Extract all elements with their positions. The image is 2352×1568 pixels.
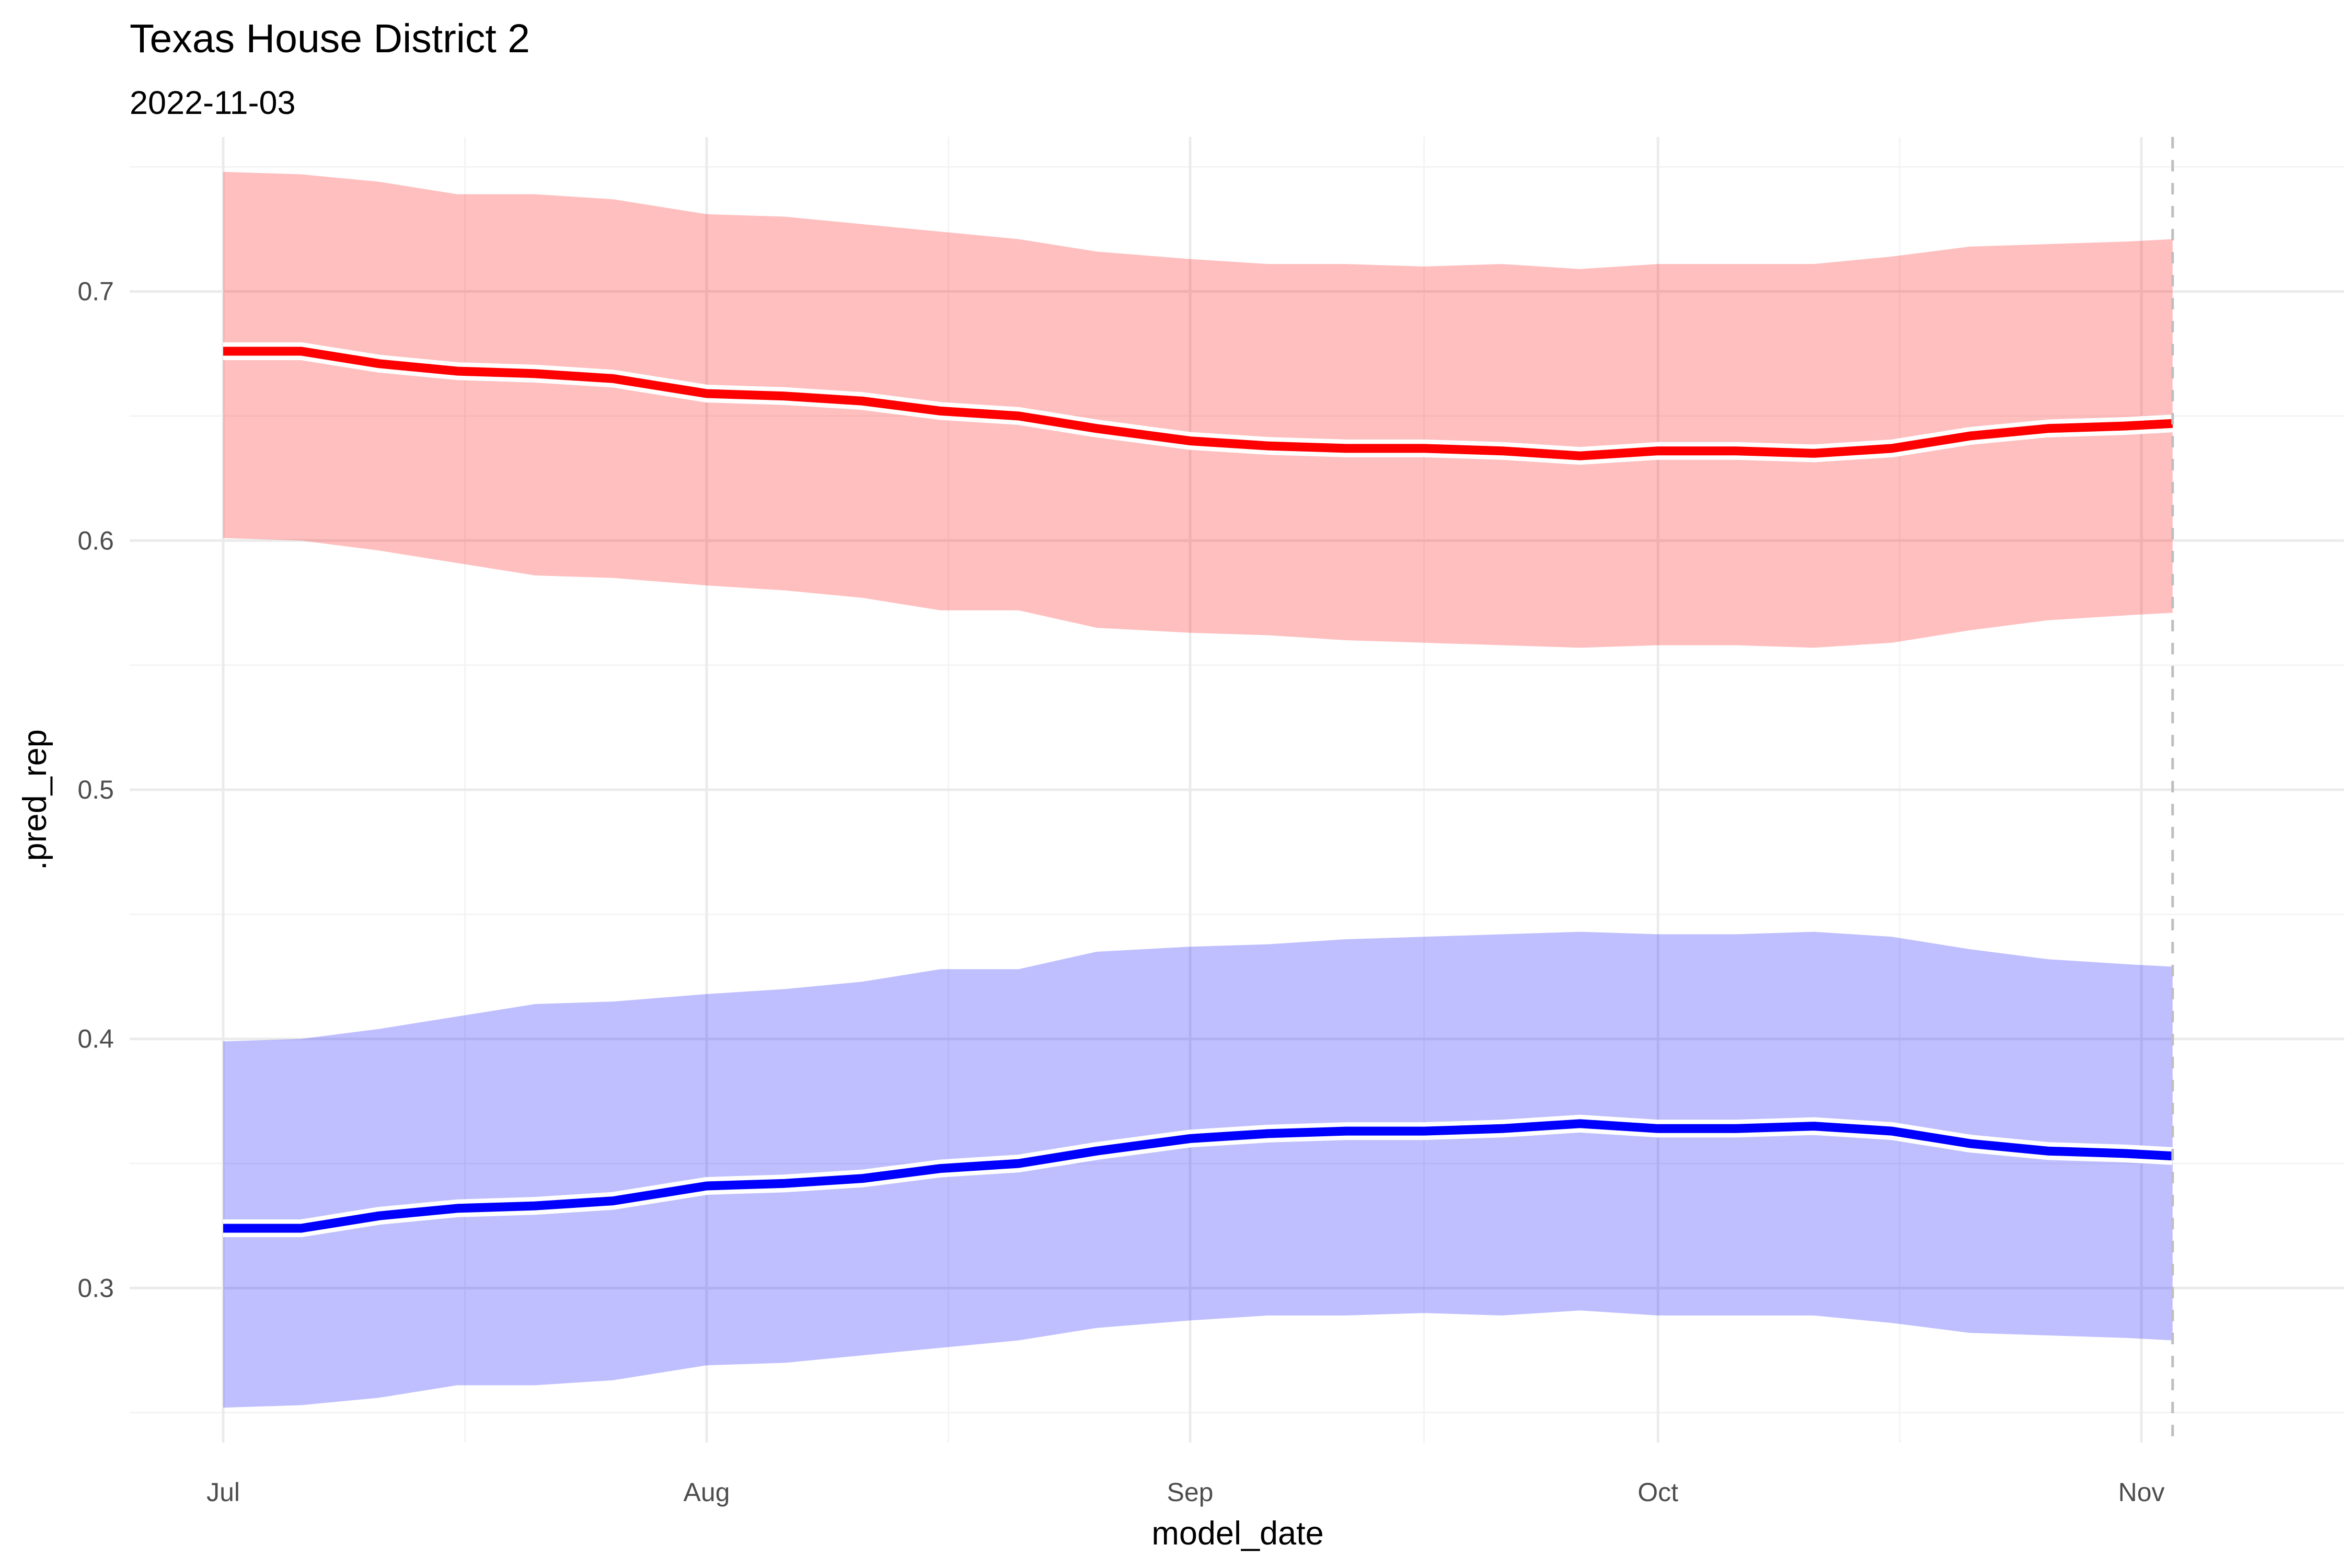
- ribbons: [223, 171, 2173, 1408]
- x-tick-label: Aug: [684, 1478, 730, 1507]
- x-tick-label: Nov: [2118, 1478, 2165, 1507]
- y-tick-label: 0.4: [77, 1024, 114, 1054]
- x-tick-label: Jul: [206, 1478, 240, 1507]
- series-line-0: [223, 347, 2173, 460]
- chart-subtitle: 2022-11-03: [130, 85, 296, 121]
- y-tick-label: 0.7: [77, 277, 114, 306]
- grid: [130, 137, 2344, 1443]
- interval-ribbon-1: [223, 931, 2173, 1408]
- y-axis-ticks: 0.3 0.4 0.5 0.6 0.7: [77, 277, 114, 1303]
- series-line-1: [223, 1119, 2173, 1233]
- x-tick-label: Oct: [1638, 1478, 1678, 1507]
- y-tick-label: 0.5: [77, 775, 114, 804]
- y-tick-label: 0.3: [77, 1273, 114, 1302]
- chart-title: Texas House District 2: [130, 16, 530, 61]
- interval-ribbon-0: [223, 171, 2173, 648]
- y-tick-label: 0.6: [77, 526, 114, 555]
- x-axis-ticks: Jul Aug Sep Oct Nov: [206, 1478, 2164, 1507]
- x-axis-title: model_date: [1151, 1515, 1323, 1552]
- x-tick-label: Sep: [1167, 1478, 1214, 1507]
- y-axis-title: .pred_rep: [17, 729, 53, 870]
- series-lines: [223, 342, 2173, 1237]
